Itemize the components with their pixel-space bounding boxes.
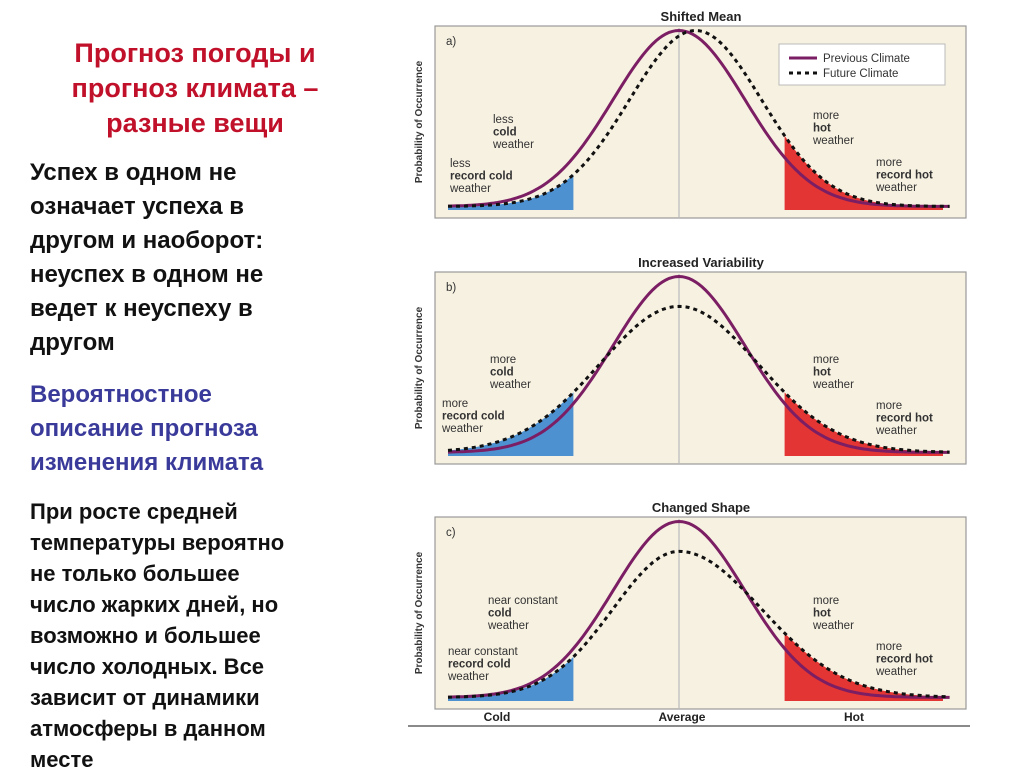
annotation-label: hot [813, 608, 831, 620]
annotation-label: near constant [448, 646, 518, 658]
annotation-label: hot [813, 123, 831, 135]
paragraph-probabilistic: Вероятностное описание прогноза изменени… [30, 378, 360, 480]
paragraph-temperature: При росте средней температуры вероятно н… [30, 496, 360, 775]
paragraph-line: Успех в одном не [30, 159, 237, 186]
annotation-label: weather [489, 379, 531, 391]
paragraph-line: возможно и большее [30, 623, 261, 648]
slide-title-line: прогноз климата – [71, 73, 319, 103]
panel-title: Changed Shape [652, 500, 750, 515]
annotation-label: less [493, 114, 514, 126]
panel-background [434, 516, 967, 710]
x-tick-label: Cold [484, 710, 511, 724]
annotation-label: less [450, 158, 471, 170]
cold-tail-fill [448, 656, 574, 701]
paragraph-line: температуры вероятно [30, 530, 285, 555]
paragraph-line: другом и наоборот: [30, 227, 264, 254]
annotation-label: record cold [442, 411, 505, 423]
legend-previous-label: Previous Climate [823, 53, 910, 65]
annotation-label: weather [875, 425, 917, 437]
slide-text-column: Прогноз погоды и прогноз климата – разны… [0, 0, 380, 772]
previous-climate-curve [447, 274, 950, 454]
panel-letter: c) [446, 527, 456, 539]
annotation-label: record hot [876, 170, 933, 182]
annotation-label: cold [493, 127, 517, 139]
y-axis-label: Probability of Occurrence [414, 60, 425, 183]
annotation-label: weather [492, 139, 534, 151]
annotation-label: weather [875, 182, 917, 194]
paragraph-line: другом [30, 329, 115, 356]
annotation-label: record hot [876, 413, 933, 425]
cold-tail-fill [448, 392, 574, 456]
legend-future-label: Future Climate [823, 68, 898, 80]
future-climate-curve [448, 28, 950, 208]
annotation-label: more [813, 354, 839, 366]
x-tick-label: Hot [844, 710, 864, 724]
slide-title: Прогноз погоды и прогноз климата – разны… [40, 36, 350, 141]
annotation-label: more [490, 354, 516, 366]
annotation-label: weather [487, 620, 529, 632]
annotation-label: weather [441, 423, 483, 435]
paragraph-line: изменения климата [30, 449, 264, 476]
slide-title-line: Прогноз погоды и [74, 38, 316, 68]
panel-letter: b) [446, 282, 456, 294]
slide-title-line: разные вещи [106, 108, 284, 138]
panel-letter: a) [446, 36, 456, 48]
legend-box [778, 43, 946, 86]
paragraph-line: означает успеха в [30, 193, 244, 220]
future-climate-curve [447, 549, 950, 699]
y-axis-label: Probability of Occurrence [414, 551, 425, 674]
annotation-label: more [442, 398, 468, 410]
paragraph-line: зависит от динамики [30, 685, 260, 710]
annotation-label: cold [490, 367, 514, 379]
annotation-label: more [876, 400, 902, 412]
annotation-label: weather [812, 379, 854, 391]
annotation-label: weather [447, 671, 489, 683]
paragraph-line: описание прогноза [30, 415, 258, 442]
annotation-label: more [813, 110, 839, 122]
previous-climate-curve [447, 28, 950, 208]
paragraph-line: неуспех в одном не [30, 261, 264, 288]
panel-title: Shifted Mean [661, 9, 742, 24]
paragraph-line: Вероятностное [30, 381, 212, 408]
panel-title: Increased Variability [638, 255, 765, 270]
annotation-label: weather [449, 183, 491, 195]
paragraph-line: При росте средней [30, 499, 238, 524]
annotation-label: more [876, 157, 902, 169]
paragraph-line: число холодных. Все [30, 654, 265, 679]
hot-tail-fill [784, 633, 943, 701]
annotation-label: hot [813, 367, 831, 379]
annotation-label: weather [812, 620, 854, 632]
cold-tail-fill [448, 174, 574, 210]
annotation-label: record cold [448, 659, 511, 671]
annotation-label: weather [812, 135, 854, 147]
paragraph-line: число жарких дней, но [30, 592, 279, 617]
annotation-label: near constant [488, 595, 558, 607]
previous-climate-curve [447, 519, 950, 699]
y-axis-label: Probability of Occurrence [414, 306, 425, 429]
annotation-label: weather [875, 666, 917, 678]
annotation-label: more [813, 595, 839, 607]
paragraph-line: атмосферы в данном [30, 716, 266, 741]
paragraph-line: не только большее [30, 561, 240, 586]
x-tick-label: Average [659, 710, 706, 724]
hot-tail-fill [784, 392, 943, 456]
paragraph-forecast-success: Успех в одном не означает успеха в друго… [30, 156, 360, 360]
annotation-label: cold [488, 608, 512, 620]
annotation-label: more [876, 641, 902, 653]
paragraph-line: ведет к неуспеху в [30, 295, 253, 322]
annotation-label: record cold [450, 171, 513, 183]
annotation-label: record hot [876, 654, 933, 666]
